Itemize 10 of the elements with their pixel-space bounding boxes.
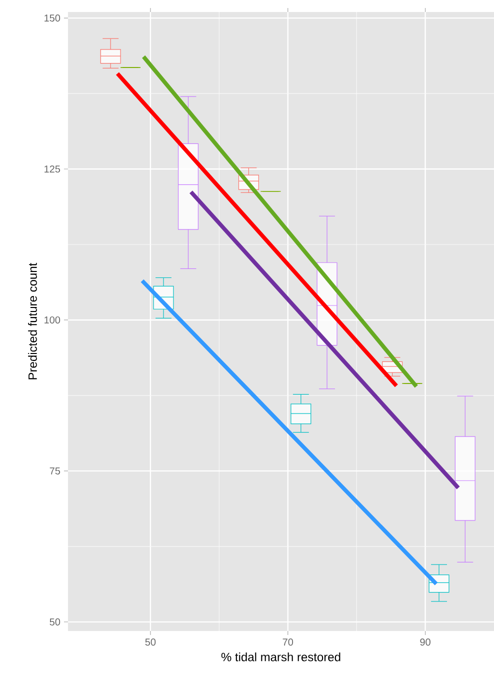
x-tick-label: 70 — [282, 638, 294, 646]
x-tick-label: 90 — [420, 638, 430, 646]
x-tick-label: 50 — [145, 638, 156, 646]
x-axis-title: % tidal marsh restored — [221, 652, 340, 662]
y-tick-label: 50 — [50, 618, 60, 626]
y-tick-label: 125 — [44, 165, 60, 173]
y-axis-title: Predicted future count — [28, 262, 37, 380]
y-tick-label: 75 — [50, 467, 60, 474]
y-tick-label: 100 — [44, 316, 60, 324]
y-tick-label: 150 — [44, 14, 60, 22]
